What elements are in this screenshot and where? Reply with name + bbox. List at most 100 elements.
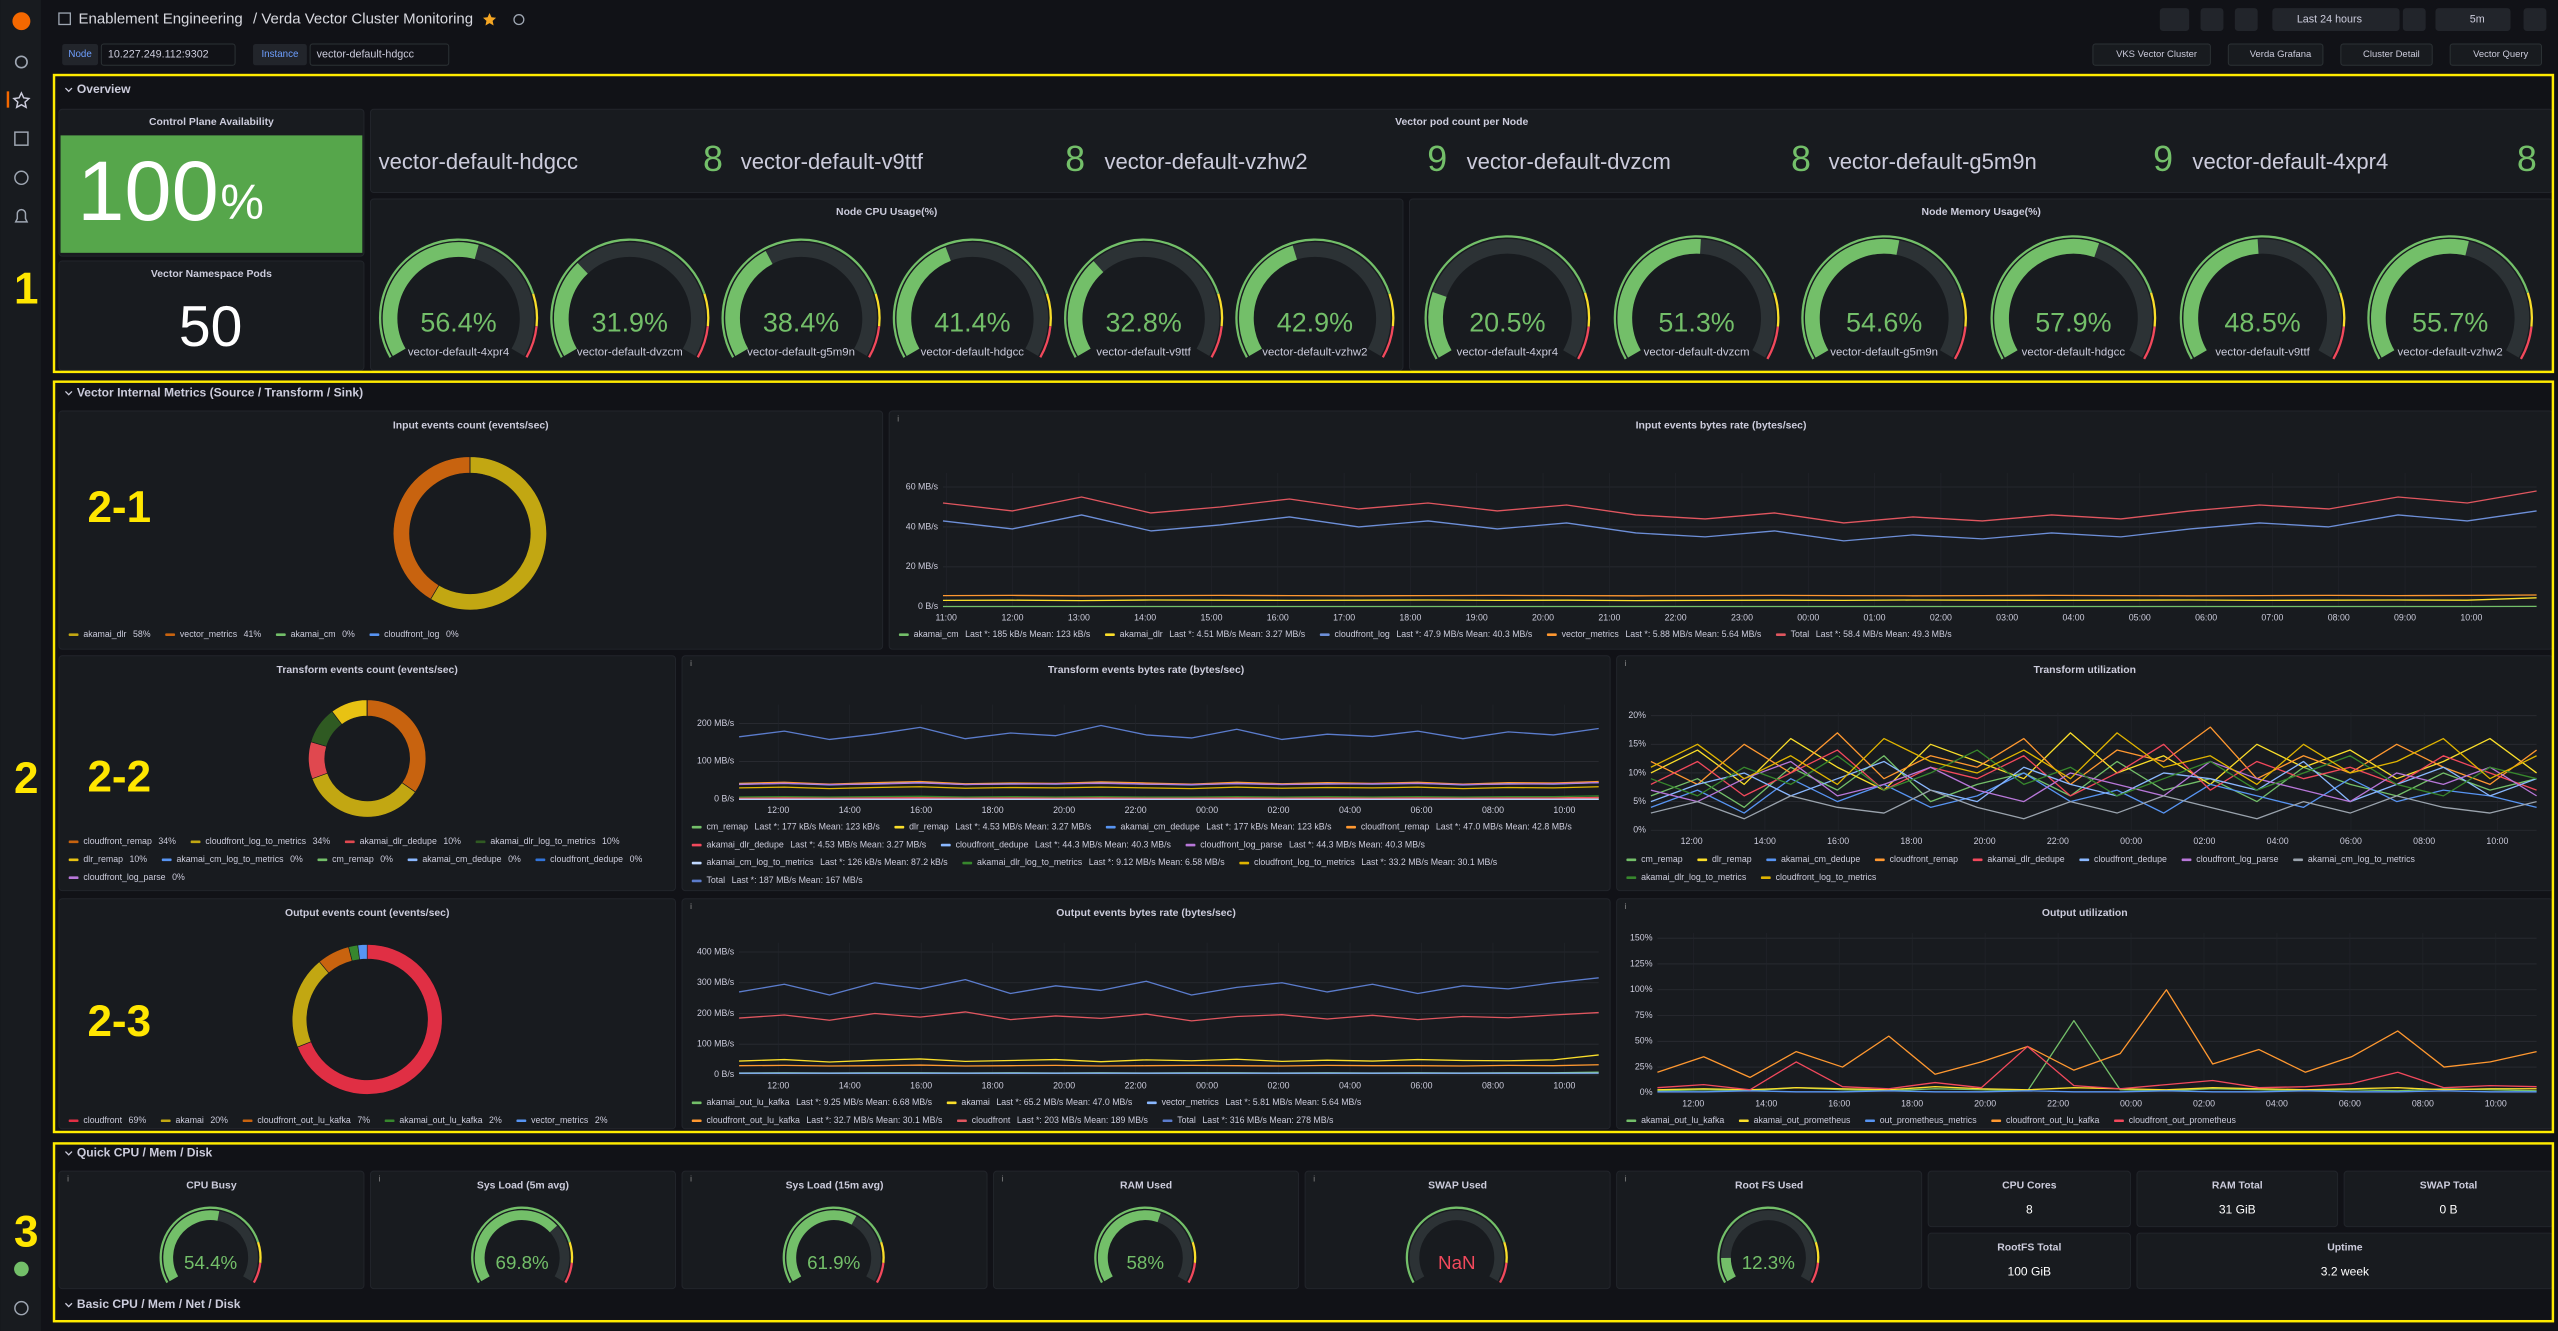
save-button[interactable] (2200, 8, 2224, 31)
search-icon[interactable] (14, 55, 28, 69)
refresh-interval[interactable]: 5m (2470, 13, 2485, 25)
row-title[interactable]: Overview (77, 82, 131, 96)
legend-item[interactable]: cloudfront_log Last *: 47.9 MB/s Mean: 40… (1319, 629, 1533, 639)
alerting-icon[interactable] (14, 208, 29, 223)
legend-item[interactable]: cloudfront_log_parse (2181, 854, 2279, 864)
legend-item[interactable]: akamai_cm_dedupe Last *: 177 kB/s Mean: 1… (1105, 821, 1332, 831)
legend-item[interactable]: cloudfront_log 0% (369, 629, 459, 639)
legend-item[interactable]: cloudfront_out_lu_kafka (1991, 1115, 2100, 1125)
legend-item[interactable]: cm_remap (1626, 854, 1683, 864)
legend-item[interactable]: cloudfront_dedupe (2079, 854, 2167, 864)
add-button[interactable] (2159, 8, 2190, 31)
row-chevron[interactable] (64, 1151, 73, 1156)
legend-item[interactable]: akamai_dlr_log_to_metrics 10% (475, 836, 620, 846)
starred-icon[interactable] (12, 91, 31, 109)
share-icon[interactable] (513, 14, 525, 26)
legend-item[interactable]: akamai_cm 0% (275, 629, 355, 639)
legend-item[interactable]: akamai_dlr_log_to_metrics (1626, 872, 1747, 882)
logo[interactable] (12, 12, 31, 31)
legend-item[interactable]: akamai_dlr 58% (68, 629, 151, 639)
explore-icon[interactable] (14, 170, 29, 186)
legend-item[interactable]: cm_remap 0% (317, 854, 393, 864)
legend-item[interactable]: akamai_cm_log_to_metrics Last *: 126 kB/s… (691, 857, 949, 867)
legend-item[interactable]: akamai Last *: 65.2 MB/s Mean: 47.0 MB/s (946, 1097, 1133, 1107)
legend-item[interactable]: vector_metrics 2% (516, 1115, 608, 1125)
row-chevron[interactable] (64, 391, 73, 396)
dashboard-link[interactable] (2092, 43, 2211, 66)
kiosk-button[interactable] (2523, 8, 2547, 31)
dashboard-link[interactable] (2449, 43, 2542, 66)
legend-item[interactable]: cloudfront_out_lu_kafka 7% (242, 1115, 371, 1125)
legend-item[interactable]: cloudfront 69% (68, 1115, 147, 1125)
legend-item[interactable]: cloudfront_remap 34% (68, 836, 176, 846)
legend-item[interactable]: akamai_dlr_dedupe (1972, 854, 2065, 864)
legend-item[interactable]: akamai_dlr_dedupe Last *: 4.53 MB/s Mean:… (691, 839, 927, 849)
row-title[interactable]: Vector Internal Metrics (Source / Transf… (77, 385, 363, 399)
legend-item[interactable]: cloudfront_log_parse Last *: 44.3 MB/s Me… (1185, 839, 1426, 849)
legend-swatch (1346, 825, 1356, 829)
legend-item[interactable]: akamai_dlr Last *: 4.51 MB/s Mean: 3.27 M… (1105, 629, 1306, 639)
legend-item[interactable]: cloudfront_dedupe 0% (535, 854, 642, 864)
gauge-threshold (550, 238, 706, 358)
legend-item[interactable]: cloudfront_log_to_metrics Last *: 33.2 MB… (1239, 857, 1498, 867)
variable-select[interactable] (309, 43, 450, 66)
legend-item[interactable]: cloudfront_out_lu_kafka Last *: 32.7 MB/s… (691, 1115, 943, 1125)
legend-item[interactable]: cm_remap Last *: 177 kB/s Mean: 123 kB/s (691, 821, 881, 831)
legend-stat: Last *: 4.53 MB/s Mean: 3.27 MB/s (955, 821, 1092, 831)
dashboard-link[interactable] (2340, 43, 2433, 66)
legend-item[interactable]: cloudfront_out_prometheus (2114, 1115, 2236, 1125)
legend-item[interactable]: vector_metrics Last *: 5.88 MB/s Mean: 5.… (1546, 629, 1762, 639)
row-chevron[interactable] (64, 1302, 73, 1308)
legend-item[interactable]: vector_metrics Last *: 5.81 MB/s Mean: 5.… (1146, 1097, 1362, 1107)
time-picker[interactable] (2272, 8, 2400, 31)
row-chevron[interactable] (64, 87, 73, 93)
legend-item[interactable]: vector_metrics 41% (165, 629, 261, 639)
legend-item[interactable]: dlr_remap Last *: 4.53 MB/s Mean: 3.27 MB… (894, 821, 1092, 831)
help-icon[interactable] (14, 1300, 29, 1316)
legend-item[interactable]: cloudfront_remap (1874, 854, 1958, 864)
row-title[interactable]: Quick CPU / Mem / Disk (77, 1145, 213, 1159)
legend-name: cloudfront_dedupe (956, 839, 1029, 849)
legend-item[interactable]: akamai_dlr_log_to_metrics Last *: 9.12 MB… (962, 857, 1225, 867)
legend-name: akamai_cm (914, 629, 959, 639)
dashboard-link[interactable] (2227, 43, 2324, 66)
x-tick-label: 20:00 (1053, 805, 1075, 815)
legend-item[interactable]: out_prometheus_metrics (1865, 1115, 1977, 1125)
legend-item[interactable]: akamai_cm_dedupe 0% (407, 854, 521, 864)
legend-item[interactable]: akamai_cm_dedupe (1766, 854, 1860, 864)
legend-item[interactable]: dlr_remap 10% (68, 854, 148, 864)
refresh-picker[interactable] (2435, 8, 2511, 31)
panel (2136, 1232, 2554, 1290)
legend-swatch (68, 633, 79, 636)
legend-item[interactable]: akamai_out_prometheus (1738, 1115, 1851, 1125)
dashboards-icon[interactable] (14, 131, 29, 146)
panel-title: Root FS Used (1735, 1181, 1803, 1192)
legend-item[interactable]: cloudfront_dedupe Last *: 44.3 MB/s Mean:… (940, 839, 1172, 849)
breadcrumb[interactable]: Enablement Engineering (78, 11, 242, 28)
time-range[interactable]: Last 24 hours (2297, 13, 2362, 25)
zoom-out[interactable] (2402, 8, 2426, 31)
y-tick-label: 100 MB/s (697, 1039, 735, 1049)
favorite-star[interactable] (483, 13, 497, 26)
variable-select[interactable] (100, 43, 236, 66)
legend-item[interactable]: akamai_out_lu_kafka (1626, 1115, 1724, 1125)
legend-item[interactable]: Total Last *: 58.4 MB/s Mean: 49.3 MB/s (1775, 629, 1952, 639)
legend-item[interactable]: cloudfront_log_to_metrics (1760, 872, 1877, 882)
legend-item[interactable]: cloudfront Last *: 203 MB/s Mean: 189 MB/… (957, 1115, 1149, 1125)
legend-item[interactable]: cloudfront_log_parse 0% (68, 872, 185, 882)
legend-item[interactable]: cloudfront_remap Last *: 47.0 MB/s Mean: … (1346, 821, 1572, 831)
legend-item[interactable]: Total Last *: 316 MB/s Mean: 278 MB/s (1162, 1115, 1334, 1125)
legend-item[interactable]: akamai 20% (160, 1115, 228, 1125)
avatar[interactable] (14, 1261, 29, 1277)
legend-item[interactable]: dlr_remap (1697, 854, 1752, 864)
legend-item[interactable]: Total Last *: 187 MB/s Mean: 167 MB/s (691, 875, 863, 885)
legend-item[interactable]: akamai_cm_log_to_metrics (2293, 854, 2416, 864)
legend-item[interactable]: akamai_out_lu_kafka Last *: 9.25 MB/s Mea… (691, 1097, 933, 1107)
legend-item[interactable]: akamai_dlr_dedupe 10% (344, 836, 461, 846)
legend-item[interactable]: cloudfront_log_to_metrics 34% (190, 836, 331, 846)
settings-button[interactable] (2234, 8, 2258, 31)
legend-item[interactable]: akamai_cm Last *: 185 kB/s Mean: 123 kB/s (898, 629, 1091, 639)
legend-item[interactable]: akamai_out_lu_kafka 2% (384, 1115, 502, 1125)
row-title[interactable]: Basic CPU / Mem / Net / Disk (77, 1297, 241, 1311)
legend-item[interactable]: akamai_cm_log_to_metrics 0% (161, 854, 303, 864)
